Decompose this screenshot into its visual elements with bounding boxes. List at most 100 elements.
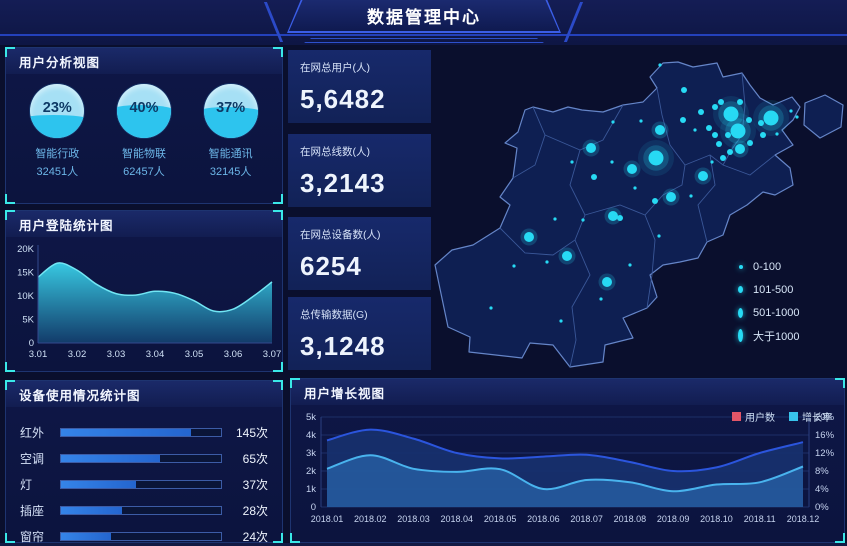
corner-bracket-icon xyxy=(835,533,845,543)
growth-legend-item[interactable]: 增长率 xyxy=(789,409,832,424)
panel-user-growth: 用户增长视图 用户数 增长率 0 1k 2k 3k 4k 5k 0% 4% 8% 12% 16% 20%… xyxy=(290,378,845,543)
corner-bracket-icon xyxy=(5,47,15,57)
svg-text:2018.11: 2018.11 xyxy=(744,514,776,524)
svg-text:2018.01: 2018.01 xyxy=(311,514,344,524)
gauge-label: 智能行政 xyxy=(35,148,80,160)
device-bar-label: 窗帘 xyxy=(20,529,45,544)
map-legend-dot-column xyxy=(738,329,753,342)
svg-text:2018.12: 2018.12 xyxy=(787,514,820,524)
device-bar-value: 65次 xyxy=(242,451,268,466)
legend-swatch-icon xyxy=(732,412,741,421)
panel-header: 用户增长视图 xyxy=(291,379,844,405)
device-bar-fill xyxy=(61,480,137,488)
svg-text:2018.05: 2018.05 xyxy=(484,514,517,524)
map-size-legend: 0-100 101-500 501-1000 大于1000 xyxy=(738,255,800,347)
title-banner: 数据管理中心 xyxy=(287,0,561,33)
corner-bracket-icon xyxy=(290,378,300,388)
panel-device-usage: 设备使用情况统计图 红外 145次 空调 65次灯 37次 插座 28次 窗帘 24次 xyxy=(5,380,283,546)
map-legend-row: 0-100 xyxy=(738,255,800,278)
map-legend-dot-column xyxy=(738,307,753,318)
svg-text:2k: 2k xyxy=(306,466,316,477)
corner-bracket-icon xyxy=(5,194,15,204)
device-bar-row: 灯 37次 xyxy=(20,471,268,497)
gauge-count: 32145人 xyxy=(209,166,252,178)
gauge-label: 智能物联 xyxy=(121,148,166,160)
panel-header: 用户登陆统计图 xyxy=(6,211,282,237)
svg-text:20K: 20K xyxy=(17,244,35,255)
gauge-liquid-fill xyxy=(116,104,171,138)
map-legend-label: 大于1000 xyxy=(753,330,800,343)
panel-title: 用户分析视图 xyxy=(19,55,101,70)
title-banner-inner: 数据管理中心 xyxy=(289,0,559,31)
gauge-percent-value: 40% xyxy=(129,100,159,116)
map-legend-dot-icon xyxy=(738,307,743,318)
gauge-circle: 37% xyxy=(203,84,258,138)
map-legend-row: 501-1000 xyxy=(738,301,800,324)
svg-text:2018.09: 2018.09 xyxy=(657,514,690,524)
svg-text:10K: 10K xyxy=(17,291,35,302)
header-right-slash-decoration xyxy=(563,2,584,42)
device-bar-value: 28次 xyxy=(242,503,268,518)
corner-bracket-icon xyxy=(273,194,283,204)
map-legend-dot-column xyxy=(738,286,753,293)
corner-bracket-icon xyxy=(273,362,283,372)
corner-bracket-icon xyxy=(273,210,283,220)
device-bar-label: 灯 xyxy=(20,477,33,492)
svg-text:3.07: 3.07 xyxy=(263,349,282,360)
gauge-liquid-fill xyxy=(30,115,85,138)
map-legend-dot-icon xyxy=(738,286,743,293)
kpi-value: 5,6482 xyxy=(300,84,386,114)
svg-text:3.06: 3.06 xyxy=(224,349,243,360)
svg-text:12%: 12% xyxy=(815,448,835,459)
kpi-card: 在网总用户(人) 5,6482 xyxy=(288,50,431,123)
svg-text:3.01: 3.01 xyxy=(29,349,48,360)
svg-text:0: 0 xyxy=(29,338,34,349)
growth-legend: 用户数 增长率 xyxy=(732,409,832,424)
device-bar-row: 插座 28次 xyxy=(20,497,268,523)
svg-text:2018.06: 2018.06 xyxy=(527,514,560,524)
header-bar: 数据管理中心 xyxy=(0,0,847,45)
kpi-label: 在网总用户(人) xyxy=(300,62,370,74)
device-bar-label: 插座 xyxy=(20,503,45,518)
footer-strip xyxy=(0,543,847,546)
title-underline-decoration xyxy=(304,38,544,43)
device-bar-value: 145次 xyxy=(235,425,268,440)
map-legend-label: 0-100 xyxy=(753,260,782,273)
login-chart: 0 5K 10K 15K 20K 3.01 3.02 3.03 3.04 3.05 3.06 3.07 xyxy=(6,237,282,374)
legend-swatch-icon xyxy=(789,412,798,421)
gauge-row: 23% 智能行政 32451人 40% 智能物联 62457人 37% 智能通讯 32145人 xyxy=(6,74,282,179)
svg-text:8%: 8% xyxy=(815,466,829,477)
growth-legend-item[interactable]: 用户数 xyxy=(732,409,775,424)
page-title: 数据管理中心 xyxy=(367,8,481,27)
header-left-slash-decoration xyxy=(263,2,284,42)
device-bar-fill xyxy=(61,532,111,540)
svg-text:4k: 4k xyxy=(306,430,316,441)
svg-text:4%: 4% xyxy=(815,484,829,495)
gauge-percent-value: 23% xyxy=(42,100,72,116)
device-bar-row: 红外 145次 xyxy=(20,419,268,445)
svg-text:15K: 15K xyxy=(17,268,35,279)
map-legend-dot-column xyxy=(738,264,753,269)
device-bar-row: 窗帘 24次 xyxy=(20,523,268,546)
corner-bracket-icon xyxy=(5,362,15,372)
svg-text:2018.08: 2018.08 xyxy=(614,514,647,524)
growth-legend-label: 用户数 xyxy=(745,413,775,424)
gauge-liquid-fill xyxy=(203,107,258,138)
panel-title: 用户登陆统计图 xyxy=(19,218,114,233)
panel-title: 用户增长视图 xyxy=(304,386,386,401)
svg-text:2018.10: 2018.10 xyxy=(700,514,733,524)
device-bar-label: 红外 xyxy=(20,425,45,440)
growth-legend-label: 增长率 xyxy=(802,413,832,424)
svg-text:2018.02: 2018.02 xyxy=(354,514,387,524)
device-bar-fill xyxy=(61,454,161,462)
svg-text:20%: 20% xyxy=(815,412,835,423)
svg-text:5k: 5k xyxy=(306,412,316,423)
device-bar-row: 空调 65次 xyxy=(20,445,268,471)
corner-bracket-icon xyxy=(290,533,300,543)
svg-text:0: 0 xyxy=(311,502,316,513)
kpi-label: 在网总设备数(人) xyxy=(300,229,381,241)
device-bar-track xyxy=(60,427,222,437)
svg-text:2018.07: 2018.07 xyxy=(570,514,603,524)
svg-text:5K: 5K xyxy=(22,315,34,326)
kpi-value: 3,2143 xyxy=(300,168,386,198)
